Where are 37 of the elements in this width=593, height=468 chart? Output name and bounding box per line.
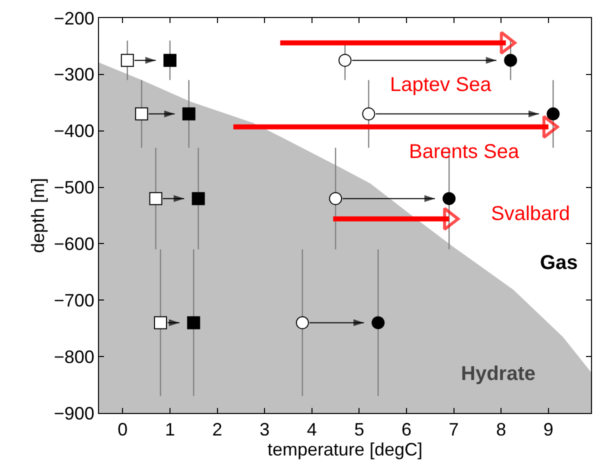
x-tick-label: 7 [448,420,459,440]
x-tick-label: 0 [118,420,128,440]
x-tick-label: 9 [543,420,554,440]
point [372,316,385,330]
x-tick-label: 8 [496,420,506,440]
y-tick-label: −400 [54,121,94,142]
x-tick-label: 3 [260,420,270,440]
point [182,107,196,120]
y-tick-label: −300 [54,64,94,85]
y-tick-label: −800 [54,346,94,367]
point [504,54,518,67]
point [442,192,456,206]
x-tick-label: 2 [212,420,222,440]
point [149,192,162,206]
x-tick-label: 6 [401,420,412,440]
point [135,107,148,120]
annotation: Gas [540,252,578,274]
annotation: Barents Sea [409,141,520,163]
y-tick-label: −600 [54,234,94,254]
point [296,316,309,330]
point [187,316,200,330]
point [329,192,342,206]
x-axis-title: temperature [degC] [267,440,423,460]
x-tick-label: 5 [354,420,364,440]
annotation: Hydrate [461,363,536,385]
point [154,316,167,330]
x-tick-label: 1 [164,420,175,440]
point [192,192,205,206]
y-tick-label: −200 [54,8,94,28]
x-tick-label: 4 [306,420,317,440]
y-tick-label: −900 [54,403,94,424]
annotation: Laptev Sea [390,74,492,96]
y-tick-label: −700 [54,290,94,310]
y-tick-label: −500 [54,178,94,198]
y-axis-title: depth [m] [28,178,48,254]
point [163,54,176,67]
annotation: Svalbard [491,203,570,225]
